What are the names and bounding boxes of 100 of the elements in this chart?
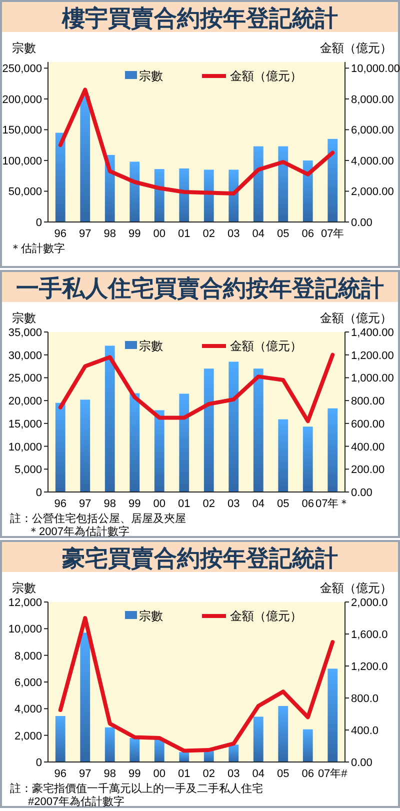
x-tick-label: 00 <box>153 768 166 780</box>
y-tick-label: 0 <box>36 757 42 769</box>
y2-tick-label: 800.0 <box>351 693 379 705</box>
x-tick-label: 99 <box>128 498 141 510</box>
x-tick-label: 05 <box>277 498 290 510</box>
bar <box>130 393 140 492</box>
y2-tick-label: 6,000.00 <box>351 124 394 137</box>
y2-tick-label: 10,000.00 <box>351 63 400 76</box>
bar <box>179 394 190 492</box>
y-axis-title: 宗數 <box>12 311 36 325</box>
y-tick-label: 12,000 <box>8 597 42 609</box>
legend-label: 金額（億元） <box>230 609 302 623</box>
legend-label: 金額（億元） <box>230 69 302 83</box>
bar <box>179 752 190 762</box>
bar <box>228 362 239 492</box>
y-tick-label: 250,000 <box>2 63 42 76</box>
y2-tick-label: 0.00 <box>351 757 372 769</box>
x-tick-label: 06 <box>302 498 314 510</box>
x-tick-label: 97 <box>79 228 92 240</box>
x-tick-label: 98 <box>104 228 116 240</box>
x-tick-label: 04 <box>252 498 264 510</box>
bar <box>80 632 90 762</box>
line-series <box>58 352 335 424</box>
y-tick-label: 8,000 <box>14 650 42 662</box>
bar <box>278 146 288 222</box>
legend-label: 宗數 <box>139 69 163 83</box>
bar <box>204 368 214 492</box>
bar <box>80 96 90 222</box>
bar <box>302 160 313 222</box>
bar <box>204 170 214 222</box>
text: 註：公營住宅包括公屋、居屋及夾屋 <box>10 512 186 525</box>
y-tick-label: 6,000 <box>14 677 42 689</box>
chart-title: 樓宇買賣合約按年登記統計 <box>61 5 338 31</box>
y2-tick-label: 1,400.00 <box>351 327 394 339</box>
x-tick-label: 02 <box>202 768 215 780</box>
x-tick-label: 99 <box>128 768 141 780</box>
bar <box>328 408 338 492</box>
y-tick-label: 35,000 <box>8 327 42 339</box>
x-tick-label: 96 <box>54 228 66 240</box>
y-tick-label: 10,000 <box>8 441 42 454</box>
x-tick-label: 00 <box>153 498 166 510</box>
y2-tick-label: 800.00 <box>351 396 385 408</box>
y2-axis-title: 金額（億元） <box>320 41 392 55</box>
y-tick-label: 0 <box>36 487 42 499</box>
bar <box>228 170 239 222</box>
y-tick-label: 0 <box>36 217 42 229</box>
text: 註：豪宅指價值一千萬元以上的一手及二手私人住宅 <box>10 782 263 795</box>
bar <box>55 716 66 762</box>
x-tick-label: 98 <box>104 768 116 780</box>
bar <box>253 146 264 222</box>
x-tick-label: 07年# <box>318 768 348 780</box>
x-tick-label: 02 <box>202 228 215 240</box>
x-tick-label: 07年 <box>321 228 344 240</box>
chart-title: 豪宅買賣合約按年登記統計 <box>62 545 338 571</box>
x-tick-label: 96 <box>54 498 66 510</box>
bar <box>80 400 90 492</box>
x-tick-label: 05 <box>277 768 290 780</box>
y2-tick-label: 1,600.0 <box>351 629 388 641</box>
y-tick-label: 30,000 <box>8 350 42 362</box>
bar <box>130 738 140 762</box>
y2-tick-label: 0.00 <box>351 487 372 499</box>
x-tick-label: 98 <box>104 498 116 510</box>
legend-label: 宗數 <box>139 339 163 353</box>
bar <box>154 410 164 492</box>
x-tick-label: 04 <box>252 768 264 780</box>
x-tick-label: 04 <box>252 228 264 240</box>
bar <box>278 419 288 492</box>
y2-tick-label: 8,000.00 <box>351 94 394 106</box>
bar <box>228 744 239 762</box>
y-axis-title: 宗數 <box>12 41 36 55</box>
bar <box>104 727 115 762</box>
y-tick-label: 4,000 <box>14 704 42 716</box>
bar <box>154 739 164 762</box>
y-tick-label: 50,000 <box>8 186 42 198</box>
bar <box>104 346 115 492</box>
x-tick-label: 01 <box>178 768 190 780</box>
y-tick-label: 100,000 <box>2 155 42 168</box>
y2-tick-label: 200.00 <box>351 464 385 476</box>
text: #2007年為估計數字 <box>28 795 125 808</box>
y2-axis-title: 金額（億元） <box>320 311 392 325</box>
y-tick-label: 2,000 <box>14 730 42 742</box>
x-tick-label: 01 <box>178 228 190 240</box>
y2-tick-label: 400.00 <box>351 441 385 454</box>
x-tick-label: 02 <box>202 498 215 510</box>
bar <box>130 162 140 222</box>
legend-label: 宗數 <box>139 609 163 623</box>
bar <box>154 169 164 222</box>
y2-axis-title: 金額（億元） <box>320 581 392 595</box>
y-tick-label: 150,000 <box>2 124 42 137</box>
text: ＊2007年為估計數字 <box>28 525 130 538</box>
line-series <box>58 88 335 196</box>
y-tick-label: 25,000 <box>8 372 42 385</box>
x-tick-label: 97 <box>79 498 92 510</box>
x-tick-label: 03 <box>228 768 240 780</box>
y-tick-label: 20,000 <box>8 396 42 408</box>
legend-label: 金額（億元） <box>230 339 302 353</box>
y-axis-title: 宗數 <box>12 581 36 595</box>
x-tick-label: 07年＊ <box>316 498 350 510</box>
bar <box>278 706 288 762</box>
bar <box>55 132 66 222</box>
